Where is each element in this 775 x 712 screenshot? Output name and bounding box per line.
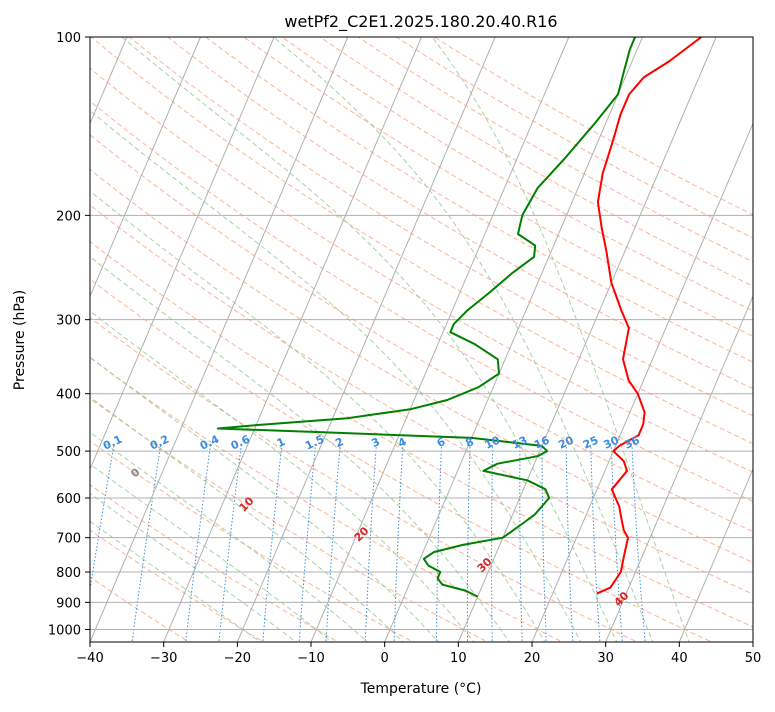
mixing-ratio-label: 2 — [333, 435, 345, 450]
dry-adiabat-line — [264, 24, 775, 645]
mixing-ratio-label: 4 — [396, 435, 409, 450]
isotherm-line — [753, 37, 775, 642]
dry-adiabat-line — [0, 24, 193, 645]
mixing-ratio-line — [394, 446, 403, 645]
dry-adiabat-line — [0, 24, 417, 645]
mixing-ratio-label: 1 — [275, 435, 287, 450]
dry-adiabat-label: -10 — [8, 421, 31, 444]
dry-adiabat-line — [0, 24, 567, 645]
dry-adiabat-line — [0, 24, 343, 645]
moist-adiabat-line — [0, 37, 476, 644]
y-tick-label: 700 — [56, 532, 81, 547]
isotherm-line — [679, 37, 775, 642]
y-axis-label: Pressure (hPa) — [12, 290, 28, 390]
x-tick-label: 0 — [381, 651, 389, 666]
x-tick-label: −30 — [150, 651, 177, 666]
mixing-ratio-line — [299, 446, 315, 645]
line-labels: -100-90-80-70-60-50-40-30-20-10010203040… — [0, 47, 642, 610]
dry-adiabat-line — [0, 24, 642, 645]
dry-adiabat-label: 10 — [237, 494, 257, 514]
x-axis-label: Temperature (°C) — [360, 681, 482, 697]
moist-adiabat-line — [0, 37, 335, 644]
y-tick-label: 600 — [56, 492, 81, 507]
mixing-ratio-label: 16 — [532, 433, 552, 451]
isotherm-line — [606, 37, 775, 642]
x-tick-label: −10 — [297, 651, 324, 666]
temperature-profile-line — [597, 37, 702, 594]
mixing-ratio-label: 0.2 — [148, 433, 171, 453]
y-tick-label: 500 — [56, 445, 81, 460]
mixing-ratio-line — [436, 446, 441, 645]
isotherm-line — [16, 37, 274, 642]
x-tick-label: 50 — [745, 651, 762, 666]
mixing-ratio-label: 0.6 — [229, 432, 252, 452]
y-tick-label: 900 — [56, 596, 81, 611]
dry-adiabat-line — [226, 24, 775, 645]
dry-adiabat-line — [339, 24, 775, 645]
moist-adiabat-line — [0, 37, 406, 644]
y-tick-label: 200 — [56, 209, 81, 224]
isotherm-line — [0, 37, 201, 642]
mixing-ratio-label: 3 — [369, 435, 381, 450]
isotherm-line — [532, 37, 775, 642]
mixing-ratio-line — [566, 446, 573, 645]
mixing-ratio-line — [81, 446, 113, 645]
isotherm-line — [385, 37, 643, 642]
moist-adiabat-line — [0, 37, 300, 644]
isotherm-line — [90, 37, 348, 642]
mixing-ratio-line — [492, 446, 493, 645]
moist-adiabat-line — [0, 37, 264, 644]
mixing-ratio-line — [542, 446, 546, 645]
background-lines — [0, 24, 775, 645]
moist-adiabat-line — [432, 37, 690, 644]
moist-adiabat-line — [0, 37, 511, 644]
dry-adiabat-label: 40 — [611, 589, 631, 609]
dry-adiabat-line — [38, 24, 775, 645]
x-tick-label: −40 — [76, 651, 103, 666]
x-tick-label: 20 — [524, 651, 541, 666]
y-tick-label: 100 — [56, 31, 81, 46]
mixing-ratio-line — [632, 446, 645, 645]
plot-frame — [90, 37, 753, 642]
moist-adiabat-line — [0, 37, 441, 644]
dry-adiabat-line — [151, 24, 775, 645]
moist-adiabat-line — [274, 37, 654, 644]
mixing-ratio-label: 13 — [510, 434, 529, 452]
mixing-ratio-label: 0.4 — [198, 432, 221, 452]
chart-title: wetPf2_C2E1.2025.180.20.40.R16 — [284, 12, 557, 32]
dry-adiabat-line — [0, 24, 268, 645]
moist-adiabat-line — [0, 37, 370, 644]
mixing-ratio-line — [591, 446, 600, 645]
dry-adiabat-line — [0, 24, 717, 645]
mixing-ratio-label: 36 — [622, 433, 642, 451]
dry-adiabat-label: 0 — [128, 465, 143, 480]
y-tick-label: 800 — [56, 566, 81, 581]
mixing-ratio-line — [520, 446, 522, 645]
dewpoint-profile-line — [218, 37, 635, 597]
y-tick-label: 300 — [56, 314, 81, 329]
x-tick-label: 30 — [597, 651, 614, 666]
x-tick-label: −20 — [224, 651, 251, 666]
isotherm-line — [237, 37, 495, 642]
dry-adiabat-line — [0, 24, 492, 645]
mixing-ratio-line — [326, 446, 340, 645]
dry-adiabat-line — [76, 24, 775, 645]
dry-adiabat-label: 20 — [352, 524, 372, 544]
y-tick-label: 1000 — [48, 623, 81, 638]
x-tick-label: 40 — [671, 651, 688, 666]
dry-adiabat-line — [113, 24, 775, 645]
y-tick-label: 400 — [56, 388, 81, 403]
moist-adiabat-line — [0, 37, 546, 644]
x-tick-label: 10 — [450, 651, 467, 666]
mixing-ratio-label: 20 — [556, 433, 576, 451]
dry-adiabat-line — [301, 24, 775, 645]
